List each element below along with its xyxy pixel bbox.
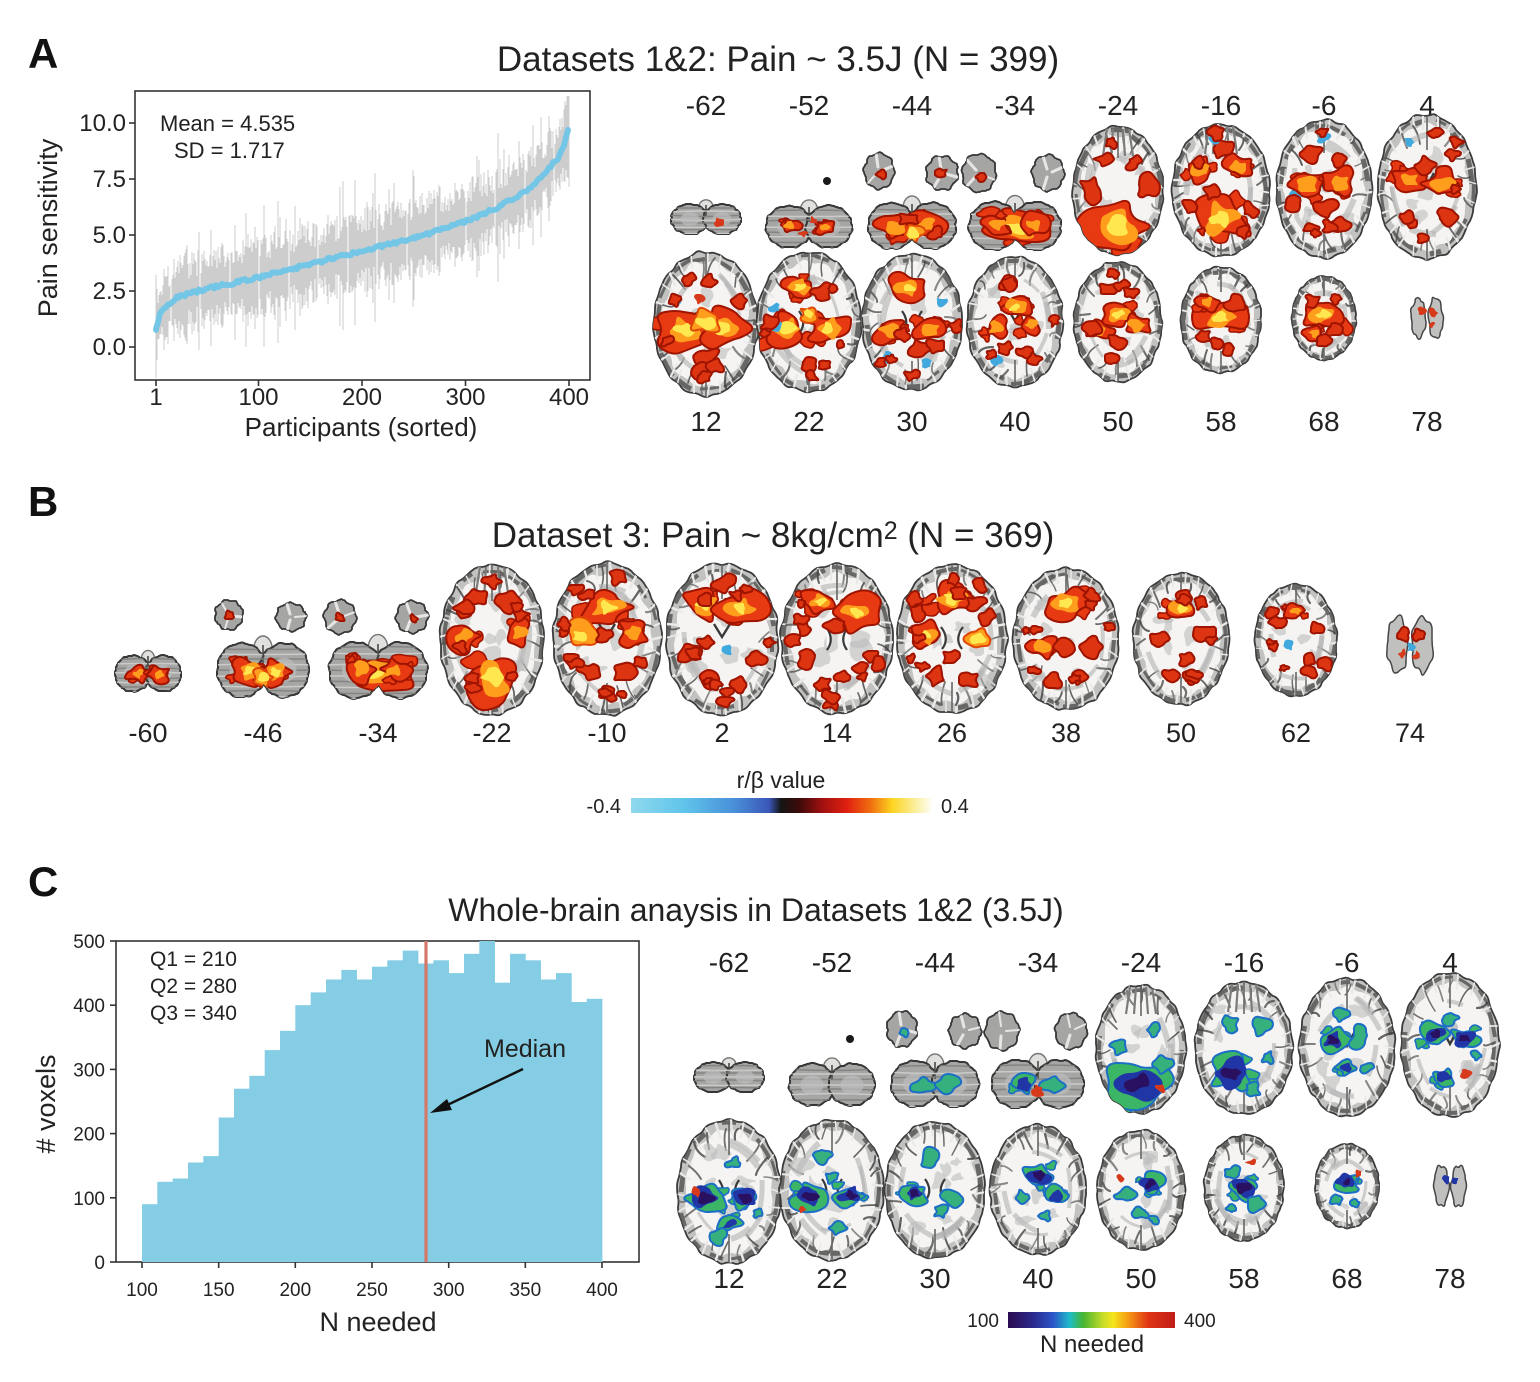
svg-text:40: 40 <box>999 406 1030 437</box>
svg-text:Q3 = 340: Q3 = 340 <box>150 1002 237 1025</box>
svg-text:C: C <box>28 858 58 905</box>
svg-text:r/β value: r/β value <box>737 767 826 793</box>
svg-text:0.4: 0.4 <box>941 796 969 818</box>
svg-text:N needed: N needed <box>319 1307 436 1337</box>
svg-text:-46: -46 <box>243 718 282 748</box>
svg-text:-16: -16 <box>1201 90 1241 121</box>
svg-text:Mean = 4.535: Mean = 4.535 <box>160 111 295 136</box>
svg-text:22: 22 <box>816 1263 847 1294</box>
svg-text:68: 68 <box>1331 1263 1362 1294</box>
svg-text:Participants (sorted): Participants (sorted) <box>245 412 478 442</box>
svg-text:-62: -62 <box>686 90 726 121</box>
svg-text:Datasets 1&2: Pain ~ 3.5J (N =: Datasets 1&2: Pain ~ 3.5J (N = 399) <box>497 40 1059 79</box>
svg-text:# voxels: # voxels <box>31 1054 61 1153</box>
svg-text:30: 30 <box>896 406 927 437</box>
svg-text:N needed: N needed <box>1040 1331 1144 1358</box>
svg-text:Median: Median <box>484 1035 566 1063</box>
svg-text:A: A <box>28 30 58 77</box>
svg-text:-24: -24 <box>1121 947 1161 978</box>
svg-text:74: 74 <box>1395 718 1425 748</box>
svg-text:-34: -34 <box>995 90 1035 121</box>
svg-text:50: 50 <box>1102 406 1133 437</box>
svg-text:Pain sensitivity: Pain sensitivity <box>33 138 63 317</box>
svg-text:50: 50 <box>1166 718 1196 748</box>
svg-text:300: 300 <box>73 1060 105 1081</box>
svg-text:300: 300 <box>433 1280 465 1301</box>
svg-text:-52: -52 <box>812 947 852 978</box>
svg-text:500: 500 <box>73 932 105 953</box>
svg-text:250: 250 <box>356 1280 388 1301</box>
svg-text:200: 200 <box>279 1280 311 1301</box>
svg-text:58: 58 <box>1228 1263 1259 1294</box>
svg-text:4: 4 <box>1442 947 1458 978</box>
svg-text:40: 40 <box>1022 1263 1053 1294</box>
svg-text:100: 100 <box>967 1311 999 1332</box>
svg-text:-60: -60 <box>128 718 167 748</box>
svg-text:22: 22 <box>793 406 824 437</box>
svg-text:400: 400 <box>549 384 589 411</box>
svg-text:-0.4: -0.4 <box>587 796 621 818</box>
svg-text:100: 100 <box>73 1189 105 1210</box>
svg-text:78: 78 <box>1411 406 1442 437</box>
svg-text:7.5: 7.5 <box>93 166 126 193</box>
svg-text:400: 400 <box>586 1280 618 1301</box>
svg-text:0: 0 <box>94 1253 105 1274</box>
svg-text:-34: -34 <box>358 718 397 748</box>
svg-text:26: 26 <box>937 718 967 748</box>
svg-text:12: 12 <box>690 406 721 437</box>
svg-text:62: 62 <box>1281 718 1311 748</box>
svg-text:5.0: 5.0 <box>93 222 126 249</box>
svg-text:350: 350 <box>509 1280 541 1301</box>
svg-text:100: 100 <box>238 384 278 411</box>
svg-text:-62: -62 <box>709 947 749 978</box>
svg-text:-22: -22 <box>472 718 511 748</box>
svg-text:-10: -10 <box>587 718 626 748</box>
svg-text:400: 400 <box>1184 1311 1216 1332</box>
svg-text:0.0: 0.0 <box>93 334 126 361</box>
svg-text:14: 14 <box>822 718 852 748</box>
svg-text:10.0: 10.0 <box>79 110 126 137</box>
svg-text:100: 100 <box>126 1280 158 1301</box>
svg-text:200: 200 <box>73 1125 105 1146</box>
svg-text:Dataset 3: Pain ~ 8kg/cm2 (N =: Dataset 3: Pain ~ 8kg/cm2 (N = 369) <box>492 516 1055 555</box>
svg-text:Whole-brain anaysis in Dataset: Whole-brain anaysis in Datasets 1&2 (3.5… <box>448 892 1063 928</box>
svg-text:-24: -24 <box>1098 90 1138 121</box>
svg-text:78: 78 <box>1434 1263 1465 1294</box>
svg-text:B: B <box>28 478 58 525</box>
svg-text:150: 150 <box>203 1280 235 1301</box>
svg-text:2: 2 <box>714 718 729 748</box>
svg-text:300: 300 <box>445 384 485 411</box>
svg-text:30: 30 <box>919 1263 950 1294</box>
svg-text:-16: -16 <box>1224 947 1264 978</box>
svg-text:-6: -6 <box>1312 90 1337 121</box>
svg-text:38: 38 <box>1051 718 1081 748</box>
svg-text:-44: -44 <box>892 90 932 121</box>
svg-text:Q2 = 280: Q2 = 280 <box>150 975 237 998</box>
svg-text:SD = 1.717: SD = 1.717 <box>174 138 285 163</box>
svg-text:50: 50 <box>1125 1263 1156 1294</box>
svg-text:Q1 = 210: Q1 = 210 <box>150 948 237 971</box>
svg-text:200: 200 <box>342 384 382 411</box>
svg-text:-34: -34 <box>1018 947 1058 978</box>
svg-text:400: 400 <box>73 996 105 1017</box>
svg-text:68: 68 <box>1308 406 1339 437</box>
svg-text:4: 4 <box>1419 90 1435 121</box>
svg-text:58: 58 <box>1205 406 1236 437</box>
svg-text:-6: -6 <box>1335 947 1360 978</box>
svg-text:-44: -44 <box>915 947 955 978</box>
svg-text:12: 12 <box>713 1263 744 1294</box>
svg-text:-52: -52 <box>789 90 829 121</box>
svg-text:1: 1 <box>149 384 162 411</box>
svg-text:2.5: 2.5 <box>93 278 126 305</box>
